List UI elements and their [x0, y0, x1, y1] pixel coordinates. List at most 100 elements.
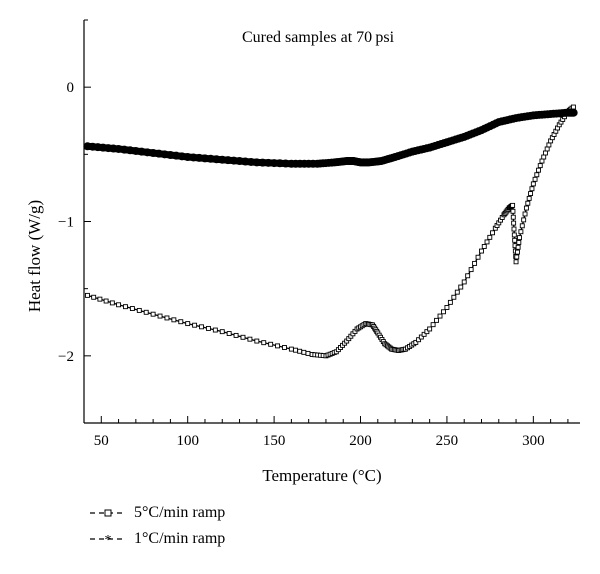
data-point — [536, 167, 541, 173]
data-point — [252, 158, 261, 167]
data-point — [421, 331, 427, 337]
data-point — [229, 156, 238, 165]
data-point — [444, 305, 450, 310]
data-point — [157, 313, 163, 319]
data-point — [268, 341, 274, 347]
data-point — [164, 315, 170, 321]
data-point — [212, 327, 218, 333]
data-point — [427, 326, 433, 332]
data-point — [454, 289, 460, 295]
data-point — [416, 337, 422, 343]
data-point — [301, 349, 307, 355]
data-point — [116, 302, 122, 308]
data-point — [472, 260, 478, 266]
data-point — [129, 306, 135, 311]
data-point — [534, 172, 540, 178]
data-point — [103, 298, 109, 304]
data-point — [515, 244, 521, 250]
data-point — [282, 345, 287, 350]
data-point — [178, 319, 184, 325]
data-point — [458, 284, 464, 290]
data-point — [517, 235, 522, 241]
data-point — [490, 230, 496, 236]
data-point — [275, 159, 284, 168]
data-point — [514, 249, 520, 255]
data-point — [537, 163, 543, 169]
data-point — [247, 336, 253, 342]
data-point — [413, 339, 419, 345]
data-point — [516, 240, 522, 245]
data-point — [219, 329, 225, 335]
data-point — [254, 338, 260, 344]
data-point — [212, 155, 221, 164]
data-point — [235, 157, 244, 166]
data-point — [465, 273, 471, 279]
data-point — [297, 348, 303, 354]
data-point — [275, 343, 281, 349]
data-point — [484, 239, 490, 245]
data-point — [418, 334, 424, 340]
data-point — [136, 307, 142, 313]
data-point — [525, 200, 531, 206]
data-point — [544, 146, 550, 152]
data-point — [293, 347, 298, 353]
data-point — [434, 317, 440, 323]
data-point — [479, 248, 484, 254]
y-tick-label: −1 — [58, 215, 74, 231]
x-tick-label: 200 — [349, 433, 372, 449]
data-point — [441, 309, 446, 315]
data-point — [475, 254, 481, 260]
data-point — [447, 299, 453, 305]
data-point — [241, 157, 250, 166]
data-point — [510, 208, 516, 214]
legend-label-5c: 5°C/min ramp — [134, 504, 226, 521]
data-point — [150, 311, 156, 317]
data-point — [258, 158, 267, 167]
y-tick-label: −2 — [58, 349, 74, 365]
data-point — [85, 292, 90, 298]
data-point — [261, 340, 267, 346]
data-point — [518, 229, 524, 235]
data-point — [487, 234, 493, 240]
data-point — [519, 223, 525, 229]
data-point — [528, 191, 534, 197]
data-point — [205, 325, 211, 331]
data-point — [513, 259, 519, 265]
data-point — [526, 195, 532, 201]
data-point — [233, 332, 239, 338]
data-point — [542, 150, 548, 156]
svg-text:*: * — [105, 533, 112, 546]
data-point — [185, 321, 191, 327]
data-point — [514, 254, 520, 260]
data-point — [481, 244, 487, 249]
data-point — [511, 220, 517, 226]
data-point — [522, 211, 528, 217]
data-point — [97, 296, 103, 302]
data-point — [189, 153, 198, 162]
data-point — [143, 309, 149, 315]
x-tick-label: 300 — [522, 433, 545, 449]
data-point — [569, 108, 578, 117]
data-point — [183, 153, 192, 162]
series-layer — [83, 104, 578, 359]
data-point — [206, 154, 215, 163]
legend-item-1c: * 1°C/min ramp — [88, 530, 225, 548]
data-point — [240, 334, 246, 340]
data-point — [270, 159, 279, 168]
x-axis-title: Temperature (°C) — [262, 466, 381, 485]
heat-flow-chart: 50 100 150 200 250 300 0 −1 −2 Cured samples at … — [25, 19, 580, 485]
legend-label-1c: 1°C/min ramp — [134, 530, 226, 547]
series-0 — [85, 104, 576, 359]
x-tick-label: 50 — [94, 433, 109, 449]
x-tick-label: 100 — [176, 433, 199, 449]
legend-symbol-asterisk: * — [90, 533, 126, 546]
data-point — [288, 346, 294, 352]
x-tick-label: 250 — [436, 433, 459, 449]
data-point — [437, 313, 443, 319]
data-point — [218, 155, 227, 164]
data-point — [226, 331, 232, 336]
data-point — [570, 104, 576, 110]
data-point — [264, 158, 273, 167]
data-point — [123, 304, 128, 310]
data-point — [510, 214, 516, 220]
